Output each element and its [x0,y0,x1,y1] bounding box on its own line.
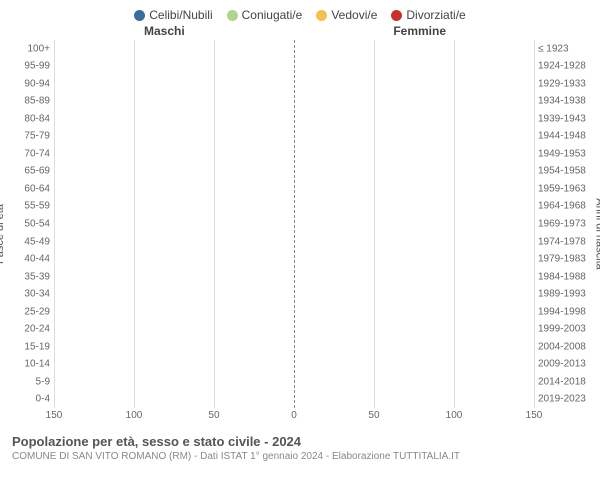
age-row [54,57,534,75]
age-row [54,338,534,356]
x-tick-label: 150 [526,410,543,421]
age-row [54,303,534,321]
age-row [54,320,534,338]
age-row [54,250,534,268]
age-tick-label: 10-14 [4,359,50,370]
year-tick-label: 1989-1993 [538,289,596,300]
side-headers: Maschi Femmine [4,24,596,40]
year-tick-label: 1999-2003 [538,324,596,335]
age-tick-label: 90-94 [4,78,50,89]
age-tick-label: 35-39 [4,271,50,282]
age-row [54,163,534,181]
age-tick-label: 80-84 [4,113,50,124]
age-tick-label: 100+ [4,43,50,54]
population-pyramid-chart: Celibi/Nubili Coniugati/e Vedovi/e Divorzia… [0,0,600,500]
year-tick-label: 2009-2013 [538,359,596,370]
chart-footer: Popolazione per età, sesso e stato civil… [4,434,596,462]
chart-subtitle: COMUNE DI SAN VITO ROMANO (RM) - Dati IS… [12,451,588,462]
year-tick-label: 2014-2018 [538,376,596,387]
legend-dot-icon [316,10,327,21]
year-tick-label: 1934-1938 [538,96,596,107]
year-tick-label: 1954-1958 [538,166,596,177]
age-tick-label: 40-44 [4,254,50,265]
age-row [54,285,534,303]
age-row [54,373,534,391]
age-tick-label: 70-74 [4,148,50,159]
chart-area: Fasce di età Anni di nascita 0-45-910-14… [4,40,596,428]
age-tick-label: 50-54 [4,219,50,230]
x-tick-label: 0 [291,410,297,421]
year-tick-label: 1949-1953 [538,148,596,159]
year-tick-label: 1939-1943 [538,113,596,124]
age-tick-label: 20-24 [4,324,50,335]
x-tick-label: 50 [208,410,219,421]
legend: Celibi/Nubili Coniugati/e Vedovi/e Divorzia… [4,8,596,22]
year-tick-label: 1959-1963 [538,183,596,194]
age-row [54,390,534,408]
age-row [54,40,534,58]
year-tick-label: 1994-1998 [538,306,596,317]
bar-rows [54,40,534,408]
legend-label: Celibi/Nubili [149,8,212,22]
legend-label: Coniugati/e [242,8,303,22]
legend-item: Coniugati/e [227,8,303,22]
legend-item: Celibi/Nubili [134,8,212,22]
age-tick-label: 45-49 [4,236,50,247]
year-tick-label: 1974-1978 [538,236,596,247]
x-tick-label: 50 [368,410,379,421]
age-tick-label: 95-99 [4,61,50,72]
year-tick-label: ≤ 1923 [538,43,596,54]
x-tick-label: 100 [446,410,463,421]
x-axis: 15010050050100150 [54,408,534,428]
year-tick-label: 1979-1983 [538,254,596,265]
age-tick-label: 15-19 [4,341,50,352]
age-tick-label: 55-59 [4,201,50,212]
male-header: Maschi [144,24,185,38]
x-tick-label: 100 [126,410,143,421]
age-tick-label: 75-79 [4,131,50,142]
legend-dot-icon [134,10,145,21]
year-tick-label: 1944-1948 [538,131,596,142]
legend-item: Vedovi/e [316,8,377,22]
female-header: Femmine [393,24,446,38]
age-tick-label: 85-89 [4,96,50,107]
legend-item: Divorziati/e [391,8,465,22]
legend-label: Vedovi/e [331,8,377,22]
age-tick-label: 25-29 [4,306,50,317]
age-row [54,75,534,93]
age-tick-label: 30-34 [4,289,50,300]
legend-dot-icon [227,10,238,21]
year-tick-label: 1984-1988 [538,271,596,282]
age-row [54,215,534,233]
age-row [54,180,534,198]
age-row [54,110,534,128]
age-row [54,92,534,110]
age-row [54,268,534,286]
age-tick-label: 0-4 [4,394,50,405]
chart-title: Popolazione per età, sesso e stato civil… [12,434,588,449]
legend-label: Divorziati/e [406,8,465,22]
age-tick-label: 5-9 [4,376,50,387]
x-tick-label: 150 [46,410,63,421]
age-tick-label: 65-69 [4,166,50,177]
year-tick-label: 1929-1933 [538,78,596,89]
year-tick-label: 2004-2008 [538,341,596,352]
age-tick-label: 60-64 [4,183,50,194]
legend-dot-icon [391,10,402,21]
age-row [54,198,534,216]
age-row [54,145,534,163]
year-tick-label: 1964-1968 [538,201,596,212]
age-row [54,128,534,146]
gridline [534,40,535,408]
year-tick-label: 1969-1973 [538,219,596,230]
year-tick-label: 1924-1928 [538,61,596,72]
age-row [54,233,534,251]
age-row [54,355,534,373]
year-tick-label: 2019-2023 [538,394,596,405]
